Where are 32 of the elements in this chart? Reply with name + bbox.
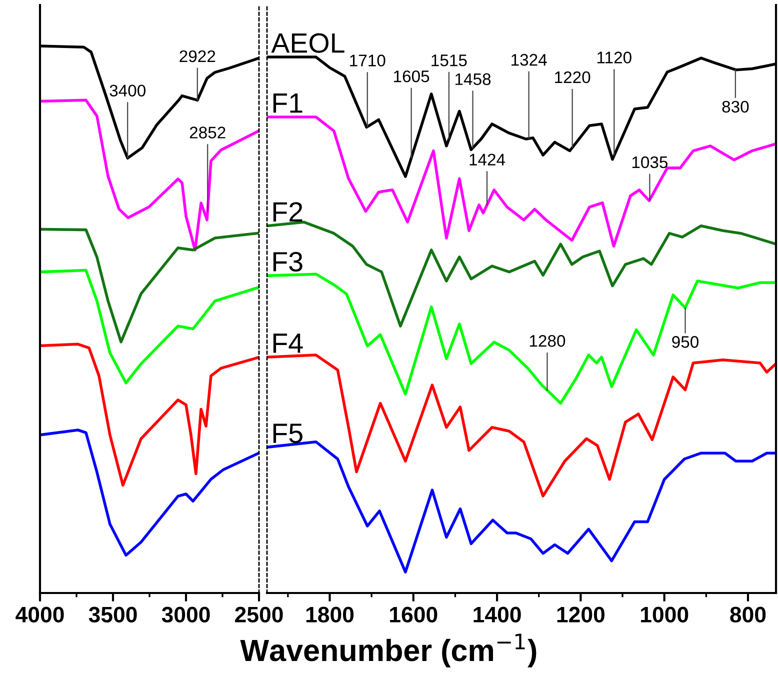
annotation: 1710 (350, 54, 386, 66)
series-label: F3 (273, 252, 302, 272)
x-tick-label: 800 (730, 606, 766, 623)
series-label: F1 (273, 94, 302, 113)
annotation: 1035 (632, 156, 668, 168)
annotation: 3400 (110, 84, 146, 97)
annotation: 1515 (432, 54, 467, 66)
x-tick-label: 4000 (16, 606, 64, 623)
x-tick-label: 1600 (390, 606, 438, 623)
series-label: AEOL (271, 33, 344, 53)
annotation: 1280 (530, 335, 566, 347)
annotation: 1120 (597, 52, 632, 64)
series-label: F5 (273, 424, 302, 444)
annotation: 1458 (456, 73, 491, 86)
x-tick-label: 2500 (235, 606, 283, 623)
annotation: 1220 (555, 71, 590, 84)
annotation: 1605 (394, 70, 430, 82)
x-tick-label: 1200 (557, 606, 604, 623)
x-tick-label: 1400 (474, 606, 521, 623)
annotation: 2922 (180, 50, 216, 62)
x-tick-label: 3000 (162, 606, 210, 623)
x-axis-title: Wavenumber (cm$^{−1}$) (240, 634, 536, 668)
annotation: 1324 (512, 54, 547, 66)
annotation: 830 (722, 100, 749, 113)
series-label: F4 (273, 334, 303, 353)
series-label: F2 (273, 202, 302, 222)
x-tick-label: 1800 (306, 606, 354, 623)
annotation: 2852 (190, 126, 226, 138)
annotation: 1424 (470, 154, 506, 166)
x-tick-label: 1000 (641, 606, 688, 623)
annotation: 950 (672, 336, 698, 348)
x-tick-label: 3500 (88, 606, 137, 623)
